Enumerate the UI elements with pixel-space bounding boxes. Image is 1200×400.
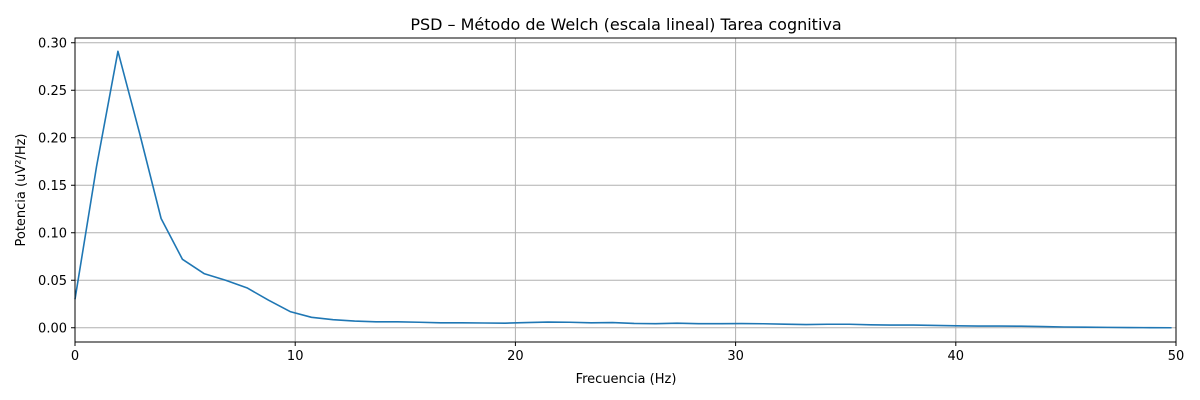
y-tick-label: 0.20 <box>38 131 67 146</box>
plot-frame <box>74 37 1177 343</box>
y-tick-label: 0.15 <box>38 179 67 194</box>
x-tick-label: 0 <box>71 349 79 364</box>
x-tick-label: 20 <box>507 349 524 364</box>
y-tick-label: 0.25 <box>38 84 67 99</box>
x-tick-label: 30 <box>727 349 744 364</box>
chart-title: PSD – Método de Welch (escala lineal) Ta… <box>410 15 841 34</box>
y-axis-label: Potencia (uV²/Hz) <box>14 134 29 247</box>
y-tick-label: 0.00 <box>38 321 67 336</box>
grid <box>74 38 1177 342</box>
x-tick-label: 50 <box>1168 349 1185 364</box>
psd-series-line <box>74 50 1172 329</box>
y-tick-label: 0.10 <box>38 226 67 241</box>
y-tick-label: 0.05 <box>38 274 67 289</box>
x-axis-ticks: 0 10 20 30 40 50 <box>71 342 1184 364</box>
y-axis-ticks: 0.00 0.05 0.10 0.15 0.20 0.25 0.30 <box>38 36 75 336</box>
x-tick-label: 40 <box>948 349 965 364</box>
x-axis-label: Frecuencia (Hz) <box>576 372 677 387</box>
plot-area-border <box>74 37 1177 343</box>
series-layer <box>74 50 1172 329</box>
y-tick-label: 0.30 <box>38 36 67 51</box>
x-tick-label: 10 <box>287 349 304 364</box>
